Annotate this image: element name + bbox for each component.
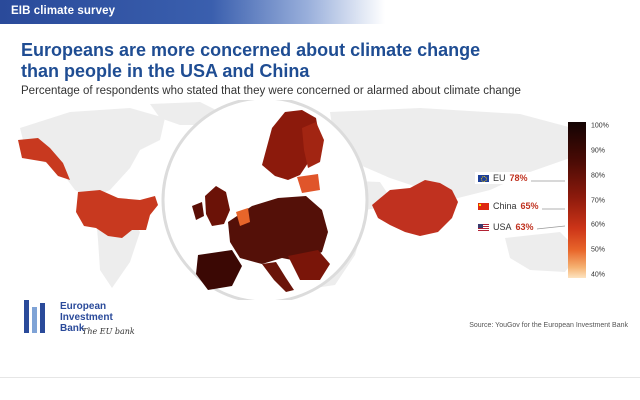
banner-title: EIB climate survey — [11, 5, 116, 17]
color-scale-bar — [568, 122, 586, 278]
eib-logo-mark — [22, 300, 56, 333]
source-note: Source: YouGov for the European Investme… — [469, 322, 628, 329]
uk-shape — [205, 186, 230, 226]
label-china: China 65% — [475, 200, 542, 212]
logo-line-2: Investment — [60, 312, 113, 323]
label-eu: EU 78% — [475, 172, 531, 184]
usa-flag-icon — [478, 223, 489, 231]
finland-shape — [302, 122, 324, 168]
label-usa-name: USA — [493, 222, 512, 232]
world-map — [18, 100, 580, 300]
scale-tick-100: 100% — [591, 122, 609, 130]
eib-logo: European Investment Bank — [22, 300, 113, 334]
mainland-europe-shape — [228, 196, 328, 264]
usa-shape — [18, 138, 158, 238]
bottom-divider — [0, 377, 640, 378]
eib-tagline: The EU bank — [82, 327, 135, 336]
label-china-name: China — [493, 201, 517, 211]
usa-mainland-shape — [76, 190, 158, 238]
scale-tick-40: 40% — [591, 271, 606, 279]
logo-line-3: Bank — [60, 323, 85, 334]
italy-shape — [262, 262, 294, 292]
benelux-shape — [236, 208, 250, 226]
ireland-shape — [192, 202, 204, 220]
chart-subtitle: Percentage of respondents who stated tha… — [21, 85, 521, 97]
eu-flag-icon — [478, 174, 489, 182]
scale-tick-90: 90% — [591, 147, 606, 155]
eib-logo-text: European Investment Bank — [60, 301, 113, 334]
balkans-shape — [288, 250, 330, 280]
scale-tick-80: 80% — [591, 172, 606, 180]
label-usa-value: 63% — [515, 222, 534, 232]
chart-title: Europeans are more concerned about clima… — [21, 40, 481, 81]
alaska-shape — [18, 138, 70, 180]
header-banner: EIB climate survey — [0, 0, 385, 24]
label-eu-value: 78% — [509, 173, 528, 183]
logo-bar-3 — [40, 303, 45, 333]
label-china-value: 65% — [520, 201, 539, 211]
scale-tick-60: 60% — [591, 221, 606, 229]
label-usa: USA 63% — [475, 221, 537, 233]
logo-bar-2 — [32, 307, 37, 333]
logo-line-1: European — [60, 301, 107, 312]
scale-tick-70: 70% — [591, 197, 606, 204]
label-eu-name: EU — [493, 173, 506, 183]
scale-tick-50: 50% — [591, 246, 606, 254]
magnifier-circle — [161, 100, 369, 300]
iberia-shape — [196, 250, 242, 290]
logo-bar-1 — [24, 300, 29, 333]
china-flag-icon — [478, 202, 489, 210]
baltics-shape — [297, 174, 320, 193]
europe-shape — [192, 110, 330, 292]
china-shape — [372, 180, 458, 236]
